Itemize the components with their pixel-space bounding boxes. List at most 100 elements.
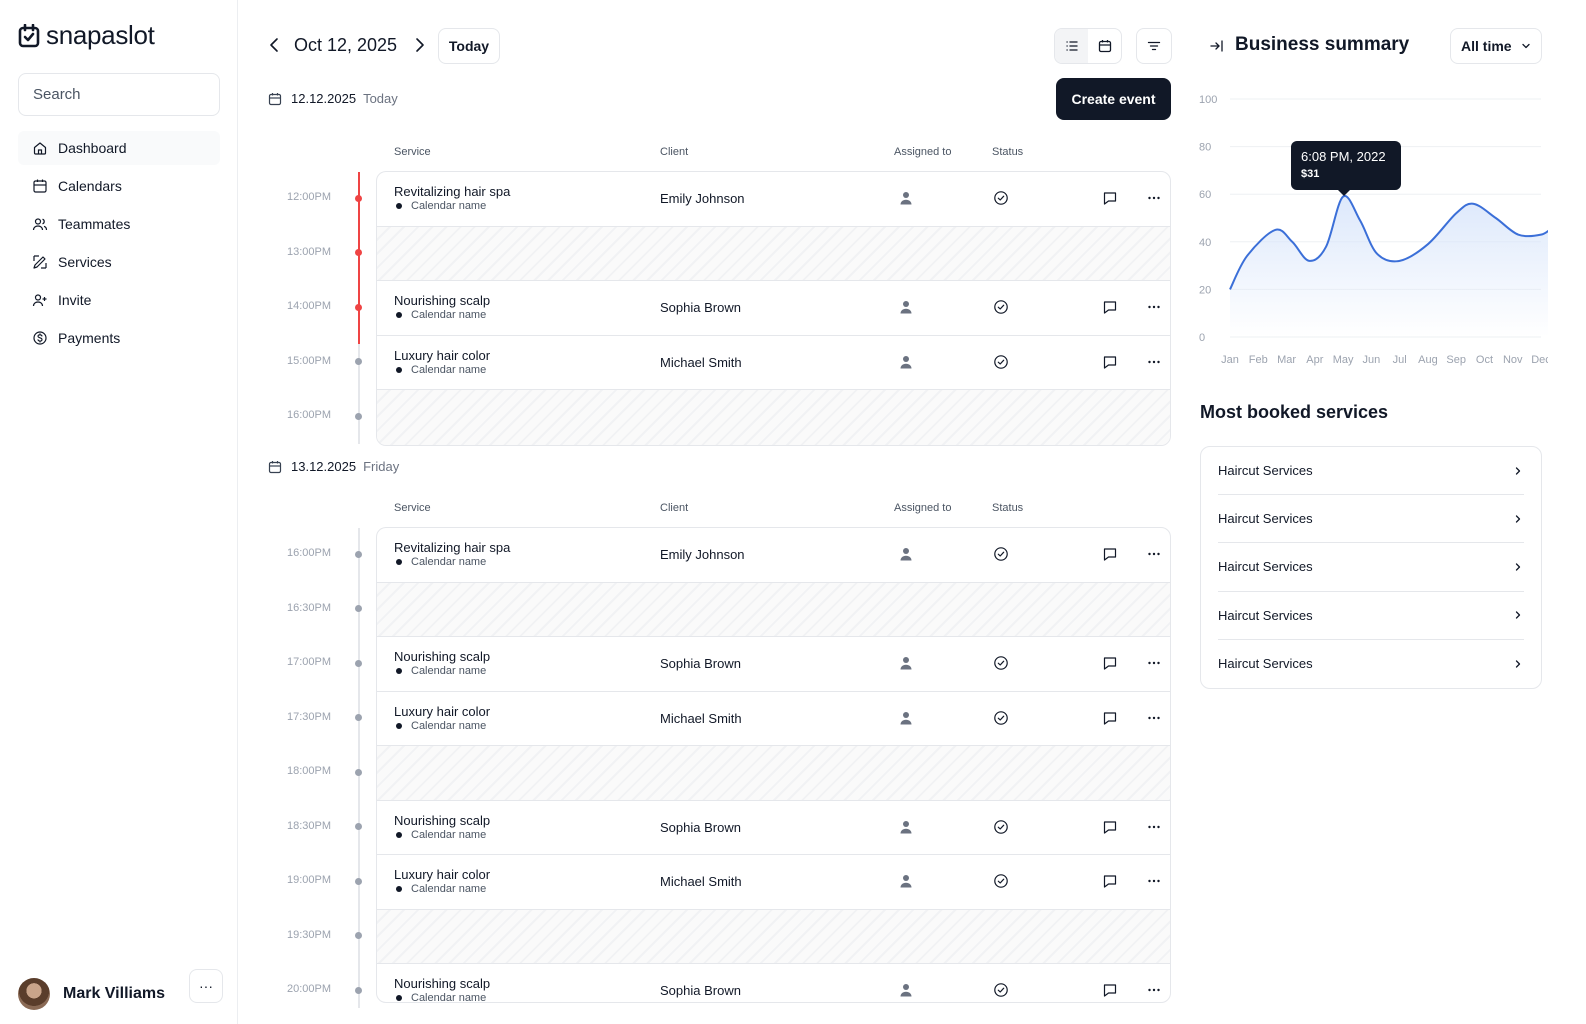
y-tick-label: 100 bbox=[1199, 94, 1217, 106]
check-circle-icon[interactable] bbox=[993, 546, 1009, 562]
person-icon[interactable] bbox=[898, 819, 914, 835]
app-logo[interactable]: snapaslot bbox=[18, 20, 155, 51]
table-row[interactable]: Nourishing scalp Calendar name Sophia Br… bbox=[377, 801, 1170, 855]
person-icon[interactable] bbox=[898, 873, 914, 889]
user-more-button[interactable]: ··· bbox=[189, 969, 223, 1003]
user-profile[interactable]: Mark Villiams bbox=[18, 978, 165, 1010]
more-horizontal-icon[interactable] bbox=[1146, 819, 1162, 835]
timeline-time: 17:00PM bbox=[287, 656, 332, 669]
column-header-status: Status bbox=[992, 502, 1024, 514]
y-tick-label: 80 bbox=[1199, 142, 1211, 154]
table-row[interactable]: Nourishing scalp Calendar name Sophia Br… bbox=[377, 281, 1170, 336]
create-event-button[interactable]: Create event bbox=[1056, 78, 1171, 120]
chevron-right-icon[interactable] bbox=[410, 36, 428, 54]
sidebar-item-invite[interactable]: Invite bbox=[18, 283, 220, 317]
sidebar-item-services[interactable]: Services bbox=[18, 245, 220, 279]
x-tick-label: Apr bbox=[1306, 354, 1323, 366]
more-horizontal-icon[interactable] bbox=[1146, 655, 1162, 671]
more-horizontal-icon[interactable] bbox=[1146, 190, 1162, 206]
series-area bbox=[1230, 195, 1548, 337]
comment-icon[interactable] bbox=[1102, 982, 1118, 998]
empty-slot[interactable] bbox=[377, 746, 1170, 801]
calendar-icon bbox=[268, 92, 282, 105]
comment-icon[interactable] bbox=[1102, 354, 1118, 370]
comment-icon[interactable] bbox=[1102, 873, 1118, 889]
calendar-icon bbox=[33, 179, 47, 193]
day-name: Friday bbox=[363, 459, 400, 474]
timeline-now-line bbox=[358, 172, 360, 344]
check-circle-icon[interactable] bbox=[993, 819, 1009, 835]
table-row[interactable]: Nourishing scalp Calendar name Sophia Br… bbox=[377, 964, 1170, 1002]
more-horizontal-icon[interactable] bbox=[1146, 710, 1162, 726]
check-circle-icon[interactable] bbox=[993, 354, 1009, 370]
check-circle-icon[interactable] bbox=[993, 710, 1009, 726]
most-booked-item-label: Haircut Services bbox=[1218, 607, 1313, 623]
more-horizontal-icon[interactable] bbox=[1146, 546, 1162, 562]
table-row[interactable]: Revitalizing hair spa Calendar name Emil… bbox=[377, 528, 1170, 583]
client-name: Sophia Brown bbox=[660, 300, 741, 315]
table-row[interactable]: Nourishing scalp Calendar name Sophia Br… bbox=[377, 637, 1170, 692]
check-circle-icon[interactable] bbox=[993, 190, 1009, 206]
check-circle-icon[interactable] bbox=[993, 982, 1009, 998]
most-booked-item[interactable]: Haircut Services bbox=[1218, 640, 1524, 688]
table-row[interactable]: Luxury hair color Calendar name Michael … bbox=[377, 692, 1170, 746]
comment-icon[interactable] bbox=[1102, 190, 1118, 206]
collapse-panel-icon[interactable] bbox=[1209, 38, 1225, 54]
more-horizontal-icon[interactable] bbox=[1146, 982, 1162, 998]
comment-icon[interactable] bbox=[1102, 299, 1118, 315]
sidebar-item-teammates[interactable]: Teammates bbox=[18, 207, 220, 241]
person-icon[interactable] bbox=[898, 354, 914, 370]
check-circle-icon[interactable] bbox=[993, 873, 1009, 889]
chevron-right-icon bbox=[1515, 563, 1521, 571]
sidebar-item-label: Services bbox=[58, 254, 112, 270]
table-row[interactable]: Luxury hair color Calendar name Michael … bbox=[377, 855, 1170, 910]
comment-icon[interactable] bbox=[1102, 819, 1118, 835]
time-range-select[interactable]: All time bbox=[1450, 28, 1542, 64]
chevron-left-icon[interactable] bbox=[266, 36, 284, 54]
check-circle-icon[interactable] bbox=[993, 655, 1009, 671]
filter-button[interactable] bbox=[1136, 28, 1172, 64]
empty-slot[interactable] bbox=[377, 582, 1170, 637]
timeline-time: 15:00PM bbox=[287, 354, 332, 367]
person-icon[interactable] bbox=[898, 655, 914, 671]
day-header: 13.12.2025 Friday bbox=[268, 459, 399, 474]
timeline-time: 12:00PM bbox=[287, 191, 332, 204]
most-booked-title: Most booked services bbox=[1200, 402, 1389, 422]
calendar-view-button[interactable] bbox=[1088, 29, 1121, 63]
most-booked-item-label: Haircut Services bbox=[1218, 656, 1313, 672]
most-booked-item[interactable]: Haircut Services bbox=[1218, 447, 1524, 496]
empty-slot[interactable] bbox=[377, 390, 1170, 445]
most-booked-item[interactable]: Haircut Services bbox=[1218, 543, 1524, 592]
comment-icon[interactable] bbox=[1102, 710, 1118, 726]
more-horizontal-icon[interactable] bbox=[1146, 873, 1162, 889]
client-name: Emily Johnson bbox=[660, 547, 745, 562]
most-booked-item[interactable]: Haircut Services bbox=[1218, 592, 1524, 640]
person-icon[interactable] bbox=[898, 546, 914, 562]
calendar-icon bbox=[268, 460, 282, 473]
check-circle-icon[interactable] bbox=[993, 299, 1009, 315]
list-view-button[interactable] bbox=[1055, 29, 1088, 63]
timeline-time: 18:30PM bbox=[287, 819, 332, 832]
empty-slot[interactable] bbox=[377, 909, 1170, 964]
timeline-time: 16:00PM bbox=[287, 409, 332, 422]
more-horizontal-icon[interactable] bbox=[1146, 354, 1162, 370]
most-booked-item[interactable]: Haircut Services bbox=[1218, 495, 1524, 544]
comment-icon[interactable] bbox=[1102, 546, 1118, 562]
person-icon[interactable] bbox=[898, 982, 914, 998]
comment-icon[interactable] bbox=[1102, 655, 1118, 671]
sidebar-item-calendars[interactable]: Calendars bbox=[18, 169, 220, 203]
search-input[interactable] bbox=[18, 73, 220, 116]
today-button[interactable]: Today bbox=[438, 28, 500, 64]
current-date: Oct 12, 2025 bbox=[294, 35, 398, 55]
more-horizontal-icon[interactable] bbox=[1146, 299, 1162, 315]
person-icon[interactable] bbox=[898, 299, 914, 315]
person-icon[interactable] bbox=[898, 190, 914, 206]
day-date: 12.12.2025 bbox=[291, 91, 357, 106]
table-row[interactable]: Revitalizing hair spa Calendar name Emil… bbox=[377, 172, 1170, 227]
person-icon[interactable] bbox=[898, 710, 914, 726]
sidebar-item-dashboard[interactable]: Dashboard bbox=[18, 131, 220, 165]
calendar-name: Calendar name bbox=[394, 665, 490, 677]
table-row[interactable]: Luxury hair color Calendar name Michael … bbox=[377, 336, 1170, 390]
empty-slot[interactable] bbox=[377, 226, 1170, 281]
sidebar-item-payments[interactable]: Payments bbox=[18, 321, 220, 355]
